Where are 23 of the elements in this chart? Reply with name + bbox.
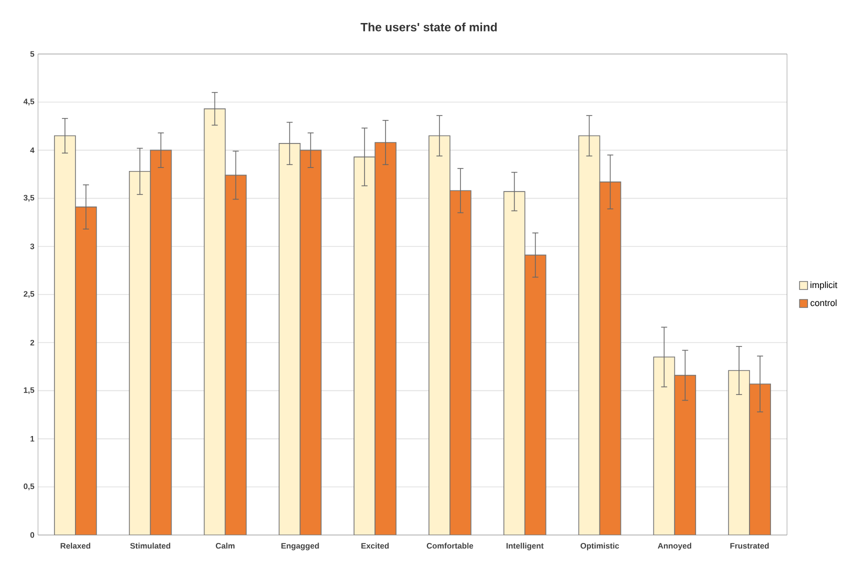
bar	[599, 182, 622, 535]
bar	[224, 174, 247, 535]
bar	[728, 370, 750, 535]
bar	[128, 170, 151, 535]
bar	[524, 254, 546, 535]
bar	[428, 135, 450, 535]
bar	[354, 156, 376, 535]
bar	[578, 135, 600, 535]
bar	[204, 108, 226, 535]
bar	[374, 142, 396, 535]
legend-label: control	[810, 299, 837, 306]
bar	[75, 206, 96, 535]
bar	[300, 150, 322, 535]
legend-label: implicit	[810, 282, 838, 290]
bar	[54, 136, 76, 535]
bar	[150, 150, 172, 535]
chart-title: The users' state of mind	[360, 22, 497, 32]
bar	[749, 384, 771, 535]
bar	[503, 191, 526, 535]
bar	[674, 374, 696, 535]
bar	[278, 143, 301, 535]
bar	[450, 190, 472, 535]
bar	[653, 356, 676, 535]
